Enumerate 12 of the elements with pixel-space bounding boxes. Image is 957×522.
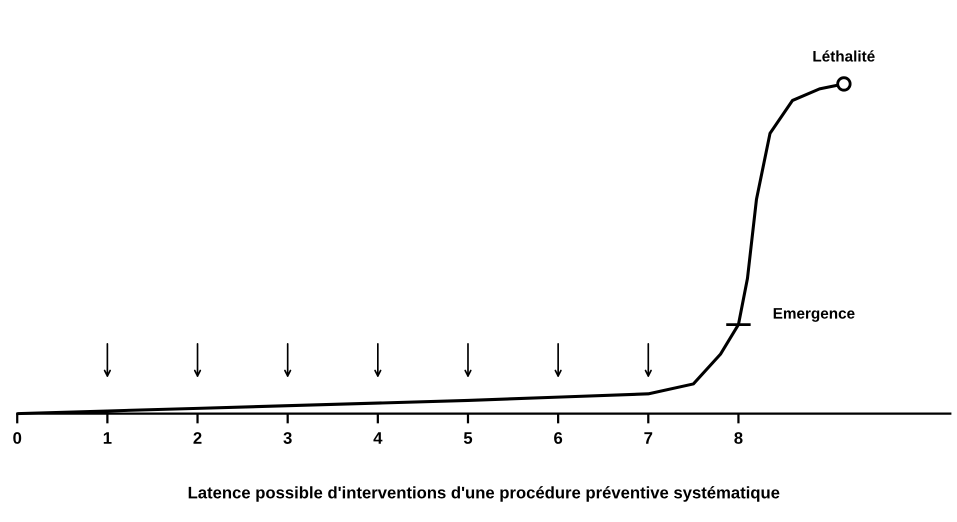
x-tick-label: 1 bbox=[104, 432, 112, 444]
x-tick-label: 2 bbox=[193, 432, 202, 444]
annotation: Emergence bbox=[774, 308, 855, 322]
x-tick-label: 8 bbox=[734, 432, 743, 444]
x-tick-label: 6 bbox=[554, 432, 562, 444]
annotation: Léthalité bbox=[813, 50, 875, 62]
x-tick-label: 5 bbox=[464, 432, 472, 444]
x-tick-label: 7 bbox=[644, 432, 652, 444]
x-axis-title: Latence possible d'interventions d'une procédure préventive systématique bbox=[188, 486, 780, 502]
x-tick-label: 0 bbox=[13, 432, 22, 444]
x-tick-label: 4 bbox=[373, 432, 382, 444]
x-tick-label: 3 bbox=[283, 432, 292, 444]
